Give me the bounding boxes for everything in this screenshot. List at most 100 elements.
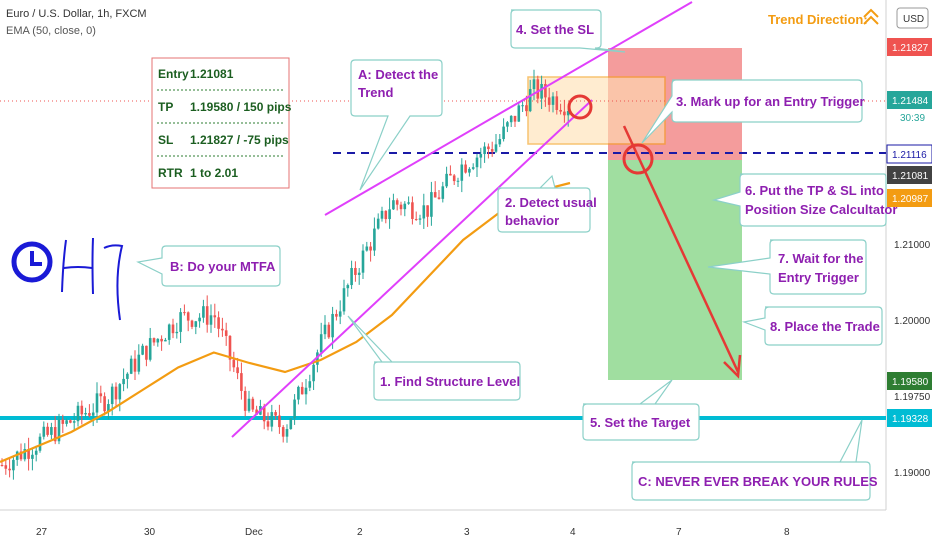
indicator-label[interactable]: EMA (50, close, 0) (6, 25, 96, 37)
callout-8-text: 8. Place the Trade (770, 319, 880, 334)
callout-b[interactable]: B: Do your MTFA (136, 245, 281, 287)
candle-body (498, 139, 502, 145)
callout-1[interactable]: 1. Find Structure Level (347, 315, 521, 401)
candle-body (34, 450, 38, 455)
x-axis: 27 30 Dec 2 3 4 7 8 (36, 527, 790, 538)
candle-body (395, 200, 399, 205)
candle-body (513, 115, 517, 122)
candle-body (0, 465, 4, 466)
candle-body (357, 272, 361, 275)
candle-body (38, 436, 42, 451)
entry-circle (567, 94, 593, 120)
candle-body (540, 83, 543, 99)
callout-2-text-2: behavior (505, 213, 559, 228)
h1-handwriting (11, 237, 124, 321)
candle-body (42, 426, 46, 437)
candle-body (468, 168, 471, 173)
tag-support-text: 1.19328 (892, 414, 929, 425)
entry-trigger-zone (527, 76, 666, 145)
candle-body (559, 109, 562, 112)
y-tick-1.200: 1.20000 (894, 316, 931, 327)
trend-direction-label: Trend Direction: (768, 12, 868, 27)
candle-body (506, 122, 509, 127)
callout-7[interactable]: 7. Wait for the Entry Trigger (707, 239, 867, 295)
callout-5[interactable]: 5. Set the Target (582, 379, 700, 441)
candle-body (95, 393, 99, 413)
arrow-head (723, 354, 742, 379)
candle-body (88, 413, 91, 416)
trend-channel-upper[interactable] (324, 1, 693, 216)
trade-info-box: Entry 1.21081 TP 1.19580 / 150 pips SL 1… (151, 57, 292, 189)
trend-up-chevron-icon-2 (863, 15, 879, 25)
candle-body (65, 420, 68, 424)
tag-sl (887, 38, 932, 56)
candle-body (547, 97, 551, 105)
candle-body (270, 412, 274, 427)
candle-body (449, 173, 452, 176)
candle-body (433, 192, 437, 198)
tp-value: 1.19580 / 150 pips (190, 100, 292, 114)
candle-body (509, 115, 513, 123)
candle-body (243, 390, 247, 411)
callout-6[interactable]: 6. Put the TP & SL into Position Size Ca… (711, 173, 897, 227)
candle-body (224, 330, 228, 336)
callout-2-bubble (497, 174, 591, 233)
x-tick-dec: Dec (245, 527, 263, 538)
tag-entry-text: 1.21081 (892, 171, 929, 182)
trend-channel-lower[interactable] (231, 99, 593, 438)
candle-body (361, 250, 365, 273)
candle-body (76, 405, 80, 422)
candle-body (145, 345, 148, 360)
candle-body (114, 386, 118, 400)
tp-label: TP (158, 100, 173, 114)
candle-body (164, 339, 167, 342)
candle-body (430, 192, 433, 217)
candle-body (137, 354, 141, 372)
candle-body (129, 358, 133, 374)
candle-body (266, 421, 270, 427)
candle-body (61, 419, 65, 424)
x-tick-4: 4 (570, 527, 576, 538)
callout-2-text: 2. Detect usual (505, 195, 597, 210)
candle-body (475, 157, 479, 168)
candle-body (53, 427, 57, 442)
candle-body (57, 419, 61, 442)
trade-direction-arrow (622, 125, 740, 373)
callout-c[interactable]: C: NEVER EVER BREAK YOUR RULES (631, 419, 878, 501)
candle-body (133, 358, 137, 372)
candle-body (445, 173, 448, 187)
candle-body (418, 218, 422, 220)
candle-body (183, 312, 186, 314)
callout-6-bubble (711, 173, 887, 227)
candle-body (452, 175, 456, 182)
tag-tp-text: 1.19580 (892, 377, 929, 388)
callout-a[interactable]: A: Detect the Trend (350, 59, 443, 191)
candle-body (12, 459, 15, 471)
callout-c-text: C: NEVER EVER BREAK YOUR RULES (638, 474, 878, 489)
candle-body (31, 454, 34, 459)
y-axis: 1.2 1.21000 1.20000 1.19750 1.19000 (894, 11, 931, 479)
currency-button[interactable] (896, 7, 929, 29)
callout-2[interactable]: 2. Detect usual behavior (497, 174, 597, 233)
callout-3[interactable]: 3. Mark up for an Entry Trigger (641, 79, 865, 144)
candle-body (160, 338, 163, 342)
candle-body (84, 413, 87, 415)
candle-body (240, 373, 243, 391)
candle-body (399, 204, 403, 210)
x-tick-7: 7 (676, 527, 682, 538)
candle-body (186, 312, 190, 321)
candle-body (148, 338, 152, 360)
tag-current-text: 1.21484 (892, 96, 929, 107)
candle-body (525, 105, 528, 112)
h1-stroke (61, 237, 124, 321)
callout-4[interactable]: 4. Set the SL (510, 9, 626, 53)
tag-countdown-text: 30:39 (900, 113, 925, 124)
candle-body (23, 449, 27, 460)
tag-countdown (887, 109, 932, 125)
candle-body (103, 396, 106, 412)
callout-8[interactable]: 8. Place the Trade (741, 306, 883, 346)
candle-body (544, 83, 547, 98)
candle-body (403, 203, 407, 210)
